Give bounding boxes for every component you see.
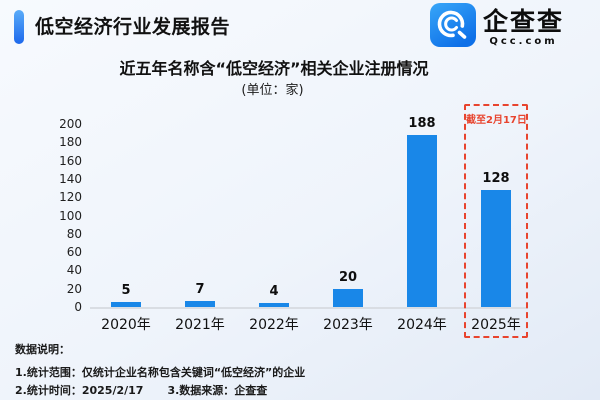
y-axis-tick-label: 0 [74,300,82,314]
x-axis-label-2021年: 2021年 [175,317,225,333]
bar-2022年 [259,303,289,307]
title-accent-bar [14,10,24,44]
bar-2023年 [333,289,363,307]
y-axis-tick-label: 160 [59,153,82,168]
footer-note-scope: 1.统计范围：仅统计企业名称包含关键词“低空经济”的企业 [15,366,306,379]
y-axis-tick-label: 100 [59,208,82,223]
y-axis-tick-label: 140 [59,171,82,186]
chart-title: 近五年名称含“低空经济”相关企业注册情况 [119,59,429,78]
y-axis-tick-label: 180 [59,135,82,150]
bar-value-label: 188 [408,116,436,131]
bar-2025年 [481,190,511,307]
x-axis-line [90,307,528,309]
x-axis-label-2020年: 2020年 [101,317,151,333]
bar-2020年 [111,302,141,307]
y-axis-tick-label: 40 [66,263,82,278]
bar-value-label: 5 [121,283,131,298]
y-axis-tick-label: 120 [59,190,82,205]
bar-value-label: 20 [338,270,358,285]
bar-value-label: 7 [195,282,205,297]
bar-2024年 [407,135,437,307]
footer-note-source: 3.数据来源：企查查 [167,384,268,397]
annotation-box: 截至2月17日 [464,104,528,338]
y-axis-tick-label: 20 [66,281,82,296]
bar-value-label: 128 [482,171,510,186]
qcc-logo-domain: Qcc.com [489,35,558,47]
annotation-label: 截至2月17日 [466,115,527,126]
chart-unit-label: (单位：家) [241,83,304,98]
y-axis-tick-label: 60 [66,245,82,260]
y-axis-tick-label: 80 [66,226,82,241]
x-axis-label-2022年: 2022年 [249,317,299,333]
bar-2021年 [185,301,215,307]
x-axis-label-2024年: 2024年 [397,317,447,333]
footer-heading: 数据说明： [15,343,70,356]
qcc-logo-name: 企查查 [483,6,565,36]
footer-note-row: 2.统计时间：2025/2/17 3.数据来源：企查查 [15,382,267,398]
qcc-logo-icon [430,3,476,51]
footer-note-time: 2.统计时间：2025/2/17 [15,384,144,397]
qcc-logo: 企查查 Qcc.com [430,3,564,51]
x-axis-label-2023年: 2023年 [323,317,373,333]
x-axis-label-2025年: 2025年 [471,317,521,333]
bar-value-label: 4 [269,284,279,299]
report-title: 低空经济行业发展报告 [35,16,231,38]
y-axis-tick-label: 200 [59,117,82,131]
